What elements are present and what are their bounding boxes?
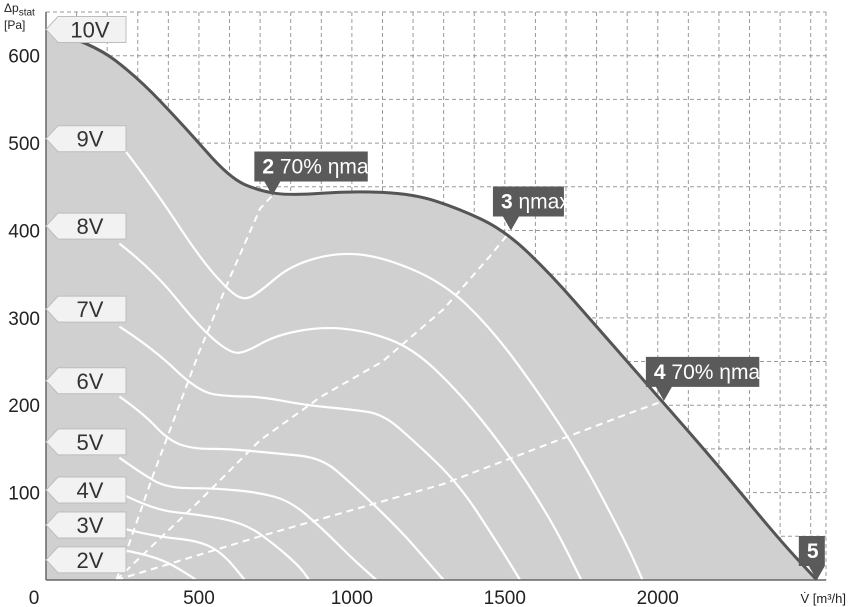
y-axis-symbol: Δp xyxy=(4,1,19,15)
y-tick-label: 400 xyxy=(8,221,40,242)
voltage-tag-label: 5V xyxy=(77,430,104,455)
x-axis-label: V̇ [m³/h] xyxy=(800,591,846,606)
point-label-3: 3 ηmax xyxy=(492,186,570,231)
point-label-text: 4 70% ηmax xyxy=(654,361,771,384)
x-tick-label: 500 xyxy=(183,588,215,607)
x-tick-label: 2000 xyxy=(637,588,679,607)
y-tick-label: 200 xyxy=(8,396,40,417)
efficiency-line xyxy=(115,194,274,581)
voltage-tag-8V: 8V xyxy=(45,212,127,240)
curve-8V xyxy=(118,242,583,581)
curve-9V xyxy=(118,142,644,581)
point-label-text: 3 ηmax xyxy=(501,190,570,213)
voltage-tag-shape xyxy=(45,212,127,240)
point-label-shape xyxy=(492,186,564,231)
voltage-tag-2V: 2V xyxy=(45,546,127,574)
curve-6V xyxy=(118,395,445,581)
voltage-tag-label: 6V xyxy=(77,369,104,394)
point-label-4: 4 70% ηmax xyxy=(645,356,771,401)
voltage-tag-3V: 3V xyxy=(45,511,127,539)
voltage-tag-shape xyxy=(45,428,127,456)
curve-5V xyxy=(118,456,378,581)
point-label-2: 2 70% ηmax xyxy=(254,151,380,196)
point-label-text: 5 xyxy=(807,540,819,563)
x-tick-label: 0 xyxy=(29,588,40,607)
voltage-tag-label: 7V xyxy=(77,297,104,322)
operating-area xyxy=(46,29,817,580)
y-tick-label: 100 xyxy=(8,484,40,505)
voltage-tag-shape xyxy=(45,125,127,153)
point-label-text: 2 70% ηmax xyxy=(262,156,379,179)
curve-4V xyxy=(118,491,311,581)
efficiency-lines xyxy=(115,194,665,581)
curve-3V xyxy=(119,526,246,581)
voltage-tag-shape xyxy=(45,546,127,574)
y-axis-label: Δpstat [Pa] xyxy=(4,2,35,32)
x-tick-label: 1000 xyxy=(331,588,373,607)
x-tick-label: 1500 xyxy=(484,588,526,607)
axes xyxy=(45,12,826,581)
voltage-tags: 10V 9V 8V 7V 6V 5V 4V 3V 2V xyxy=(45,15,127,574)
voltage-tag-label: 3V xyxy=(77,513,104,538)
voltage-tag-shape xyxy=(45,476,127,504)
voltage-tag-label: 9V xyxy=(77,127,104,152)
voltage-tag-label: 10V xyxy=(70,17,109,42)
voltage-tag-label: 2V xyxy=(77,548,104,573)
voltage-tag-7V: 7V xyxy=(45,295,127,323)
y-axis-subscript: stat xyxy=(18,7,35,19)
point-label-shape xyxy=(645,356,760,401)
voltage-tag-shape xyxy=(45,15,127,43)
point-label-5: 5 xyxy=(798,536,825,580)
voltage-tag-10V: 10V xyxy=(45,15,127,43)
curve-7V xyxy=(118,325,522,581)
voltage-tag-9V: 9V xyxy=(45,125,127,153)
voltage-tag-shape xyxy=(45,295,127,323)
efficiency-line xyxy=(115,229,512,581)
y-axis-unit: [Pa] xyxy=(4,18,26,33)
voltage-tag-label: 8V xyxy=(77,214,104,239)
y-tick-label: 300 xyxy=(8,309,40,330)
voltage-tag-shape xyxy=(45,367,127,395)
point-label-shape xyxy=(254,151,368,196)
operating-area-fill xyxy=(46,29,817,580)
y-tick-label: 500 xyxy=(8,134,40,155)
point-label-shape xyxy=(798,536,825,580)
voltage-curves xyxy=(118,142,644,581)
point-labels: 2 70% ηmax 3 ηmax 4 70% ηmax 5 xyxy=(254,151,825,580)
voltage-tag-6V: 6V xyxy=(45,367,127,395)
tick-labels: 0 500 1000 1500 2000 100 200 300 400 500 600 xyxy=(8,47,679,607)
voltage-tag-label: 4V xyxy=(77,478,104,503)
efficiency-line xyxy=(116,399,665,581)
voltage-tag-4V: 4V xyxy=(45,476,127,504)
voltage-tag-5V: 5V xyxy=(45,428,127,456)
curve-2V xyxy=(119,548,197,581)
y-tick-label: 600 xyxy=(8,47,40,68)
max-envelope xyxy=(45,28,818,582)
voltage-tag-shape xyxy=(45,511,127,539)
curve-10V xyxy=(45,28,818,582)
